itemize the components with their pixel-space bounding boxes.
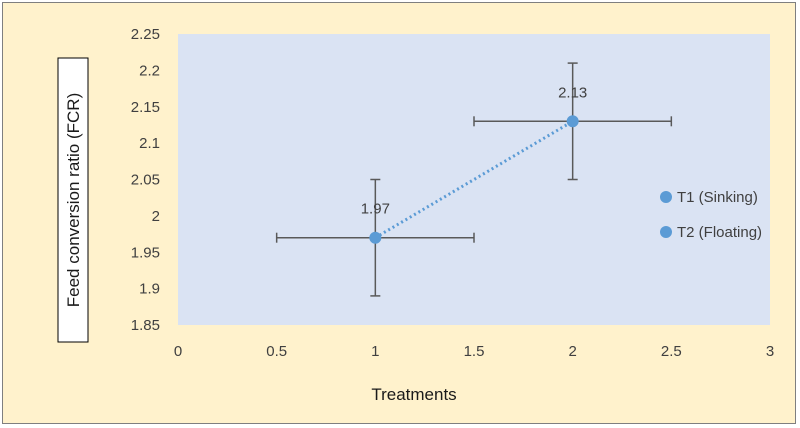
x-axis-title: Treatments <box>371 385 456 404</box>
data-point <box>566 115 579 128</box>
data-point <box>369 231 382 244</box>
point-layer <box>369 115 579 244</box>
y-tick-label: 2.2 <box>139 62 160 79</box>
data-label: 1.97 <box>361 201 390 218</box>
x-tick-label: 1.5 <box>464 343 485 360</box>
x-axis-ticks: 0 0.5 1 1.5 2 2.5 3 <box>174 343 774 360</box>
y-axis-ticks: 1.85 1.9 1.95 2 2.05 2.1 2.15 2.2 2.25 <box>131 26 160 334</box>
y-tick-label: 1.9 <box>139 281 160 298</box>
legend-marker <box>660 191 672 203</box>
data-label-layer: 1.97 2.13 <box>361 84 588 217</box>
y-tick-label: 2.05 <box>131 172 160 189</box>
y-tick-label: 2 <box>152 208 160 225</box>
x-tick-label: 2.5 <box>661 343 682 360</box>
x-tick-label: 3 <box>766 343 774 360</box>
y-axis-title: Feed conversion ratio (FCR) <box>64 93 83 307</box>
x-tick-label: 0.5 <box>266 343 287 360</box>
y-tick-label: 2.25 <box>131 26 160 43</box>
x-tick-label: 2 <box>568 343 576 360</box>
legend-label: T2 (Floating) <box>677 224 762 241</box>
legend-marker <box>660 226 672 238</box>
trend-connector-line <box>374 120 574 239</box>
legend: T1 (Sinking) T2 (Floating) <box>660 189 762 241</box>
legend-label: T1 (Sinking) <box>677 189 758 206</box>
y-axis-title-box <box>57 57 89 343</box>
connector-layer <box>374 120 574 239</box>
y-tick-label: 1.85 <box>131 317 160 334</box>
y-tick-label: 2.15 <box>131 99 160 116</box>
x-tick-label: 1 <box>371 343 379 360</box>
y-tick-label: 2.1 <box>139 135 160 152</box>
plot-area <box>178 34 770 325</box>
data-label: 2.13 <box>558 84 587 101</box>
y-tick-label: 1.95 <box>131 244 160 261</box>
x-tick-label: 0 <box>174 343 182 360</box>
